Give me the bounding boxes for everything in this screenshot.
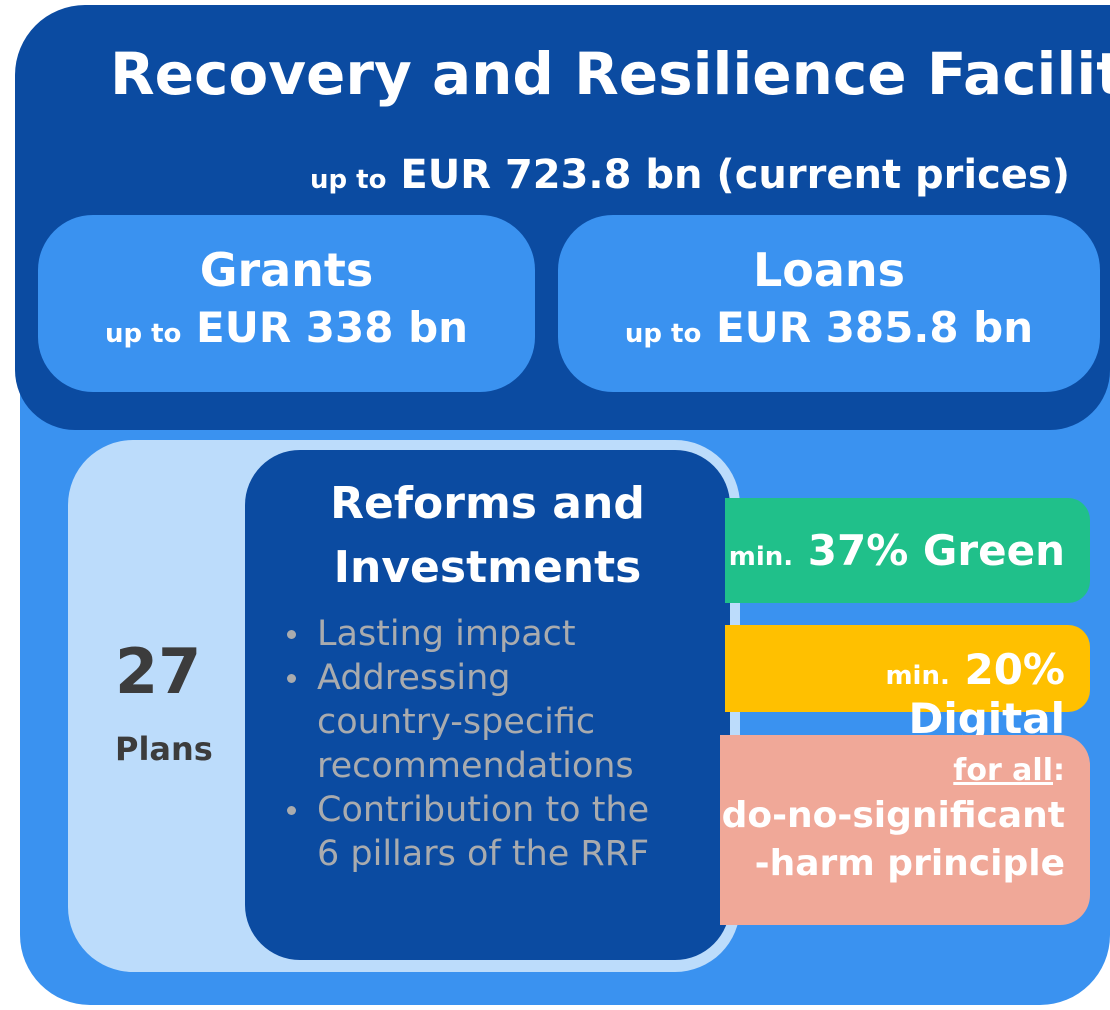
grants-label: Grants <box>199 243 374 297</box>
bullet-line: Lasting impact <box>317 614 576 654</box>
reforms-box: Reforms and Investments Lasting impact Add… <box>245 450 730 960</box>
plans-number: 27 <box>115 635 202 708</box>
dnsh-line: do-no-significant <box>721 795 1065 836</box>
bullet-line: country-specific <box>317 702 596 742</box>
bullet-dot <box>287 674 296 683</box>
grants-line: up to EUR 338 bn <box>38 303 535 352</box>
loans-line: up to EUR 385.8 bn <box>558 303 1100 352</box>
bullet-line: recommendations <box>317 746 634 786</box>
grants-box: Grants up to EUR 338 bn <box>38 215 535 392</box>
bullet-dot <box>287 806 296 815</box>
digital-text: 20% Digital <box>908 645 1065 743</box>
dnsh-lead-line: for all: <box>720 753 1065 788</box>
bullet-dot <box>287 630 296 639</box>
reforms-bullets: Lasting impact Addressing country-specific… <box>285 612 730 876</box>
dnsh-lines: do-no-significant -harm principle <box>720 792 1065 888</box>
dnsh-box: for all: do-no-significant -harm principl… <box>720 735 1090 925</box>
digital-box: min. 20% Digital <box>725 625 1090 743</box>
grants-prefix: up to <box>104 319 182 349</box>
green-box: min. 37% Green <box>725 498 1090 603</box>
total-prefix: up to <box>310 165 387 195</box>
green-text: 37% Green <box>807 526 1065 575</box>
digital-prefix: min. <box>885 661 950 691</box>
bullet-line: 6 pillars of the RRF <box>317 834 650 874</box>
loans-box: Loans up to EUR 385.8 bn <box>558 215 1100 392</box>
grants-amount: EUR 338 bn <box>196 303 469 352</box>
dnsh-colon: : <box>1053 753 1065 788</box>
reforms-title: Reforms and Investments <box>245 472 730 600</box>
reforms-title-line: Investments <box>333 542 642 593</box>
loans-prefix: up to <box>624 319 702 349</box>
title: Recovery and Resilience Facility <box>110 40 1110 108</box>
bullet-item: Addressing country-specific recommendation… <box>285 656 730 788</box>
bullet-item: Lasting impact <box>285 612 730 656</box>
bullet-line: Addressing <box>317 658 511 698</box>
total-amount: EUR 723.8 bn (current prices) <box>400 152 1070 198</box>
dnsh-line: -harm principle <box>754 843 1065 884</box>
loans-amount: EUR 385.8 bn <box>715 303 1034 352</box>
dnsh-lead: for all <box>953 753 1053 788</box>
bullet-line: Contribution to the <box>317 790 650 830</box>
total: up to EUR 723.8 bn (current prices) <box>310 152 1070 198</box>
bullet-item: Contribution to the 6 pillars of the RRF <box>285 788 730 876</box>
loans-label: Loans <box>752 243 906 297</box>
green-prefix: min. <box>728 542 794 572</box>
reforms-title-line: Reforms and <box>330 478 645 529</box>
plans-label: Plans <box>115 730 213 768</box>
